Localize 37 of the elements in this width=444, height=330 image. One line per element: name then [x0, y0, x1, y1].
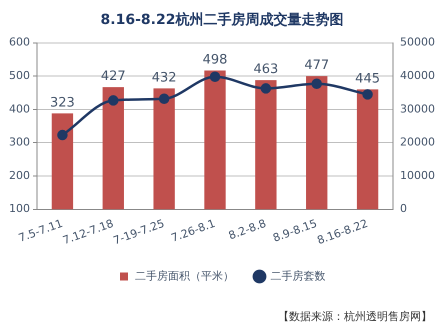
y2-tick-label: 40000: [400, 68, 436, 82]
data-label: 498: [202, 52, 228, 68]
data-label: 323: [50, 95, 75, 110]
bar: [204, 70, 226, 210]
point: [210, 72, 220, 82]
y2-tick-label: 10000: [400, 168, 436, 182]
legend-label: 二手房面积（平米）: [135, 269, 234, 282]
y2-tick-label: 50000: [400, 36, 436, 49]
point: [108, 95, 119, 106]
bar: [255, 80, 277, 210]
bar: [153, 88, 175, 210]
y-tick-label: 200: [8, 168, 30, 182]
point: [260, 83, 272, 94]
data-label: 463: [253, 62, 278, 77]
text: 【数据来源：杭州透明售房网】: [278, 310, 432, 323]
bar: [102, 87, 124, 210]
y-tick-label: 100: [8, 202, 30, 216]
data-label: 445: [355, 71, 380, 86]
point: [57, 130, 68, 140]
bar: [52, 113, 74, 210]
y2-tick-label: 30000: [400, 102, 436, 116]
y-tick-label: 500: [8, 68, 30, 82]
y2-tick-label: 20000: [400, 136, 436, 149]
data-label: 477: [304, 58, 330, 73]
bar: [306, 76, 328, 210]
y2-tick-label: 0: [400, 202, 408, 216]
legend-label: 二手房套数: [270, 269, 326, 282]
point: [362, 89, 373, 100]
chart-title: 8.16-8.22杭州二手房周成交量走势图: [100, 11, 344, 28]
data-label: 427: [100, 68, 126, 84]
y-tick-label: 600: [8, 36, 30, 49]
y-tick-label: 300: [8, 136, 30, 149]
data-label: 432: [152, 70, 177, 86]
y-tick-label: 400: [8, 102, 30, 116]
point: [311, 78, 322, 90]
point: [158, 94, 170, 104]
bar: [356, 89, 378, 210]
